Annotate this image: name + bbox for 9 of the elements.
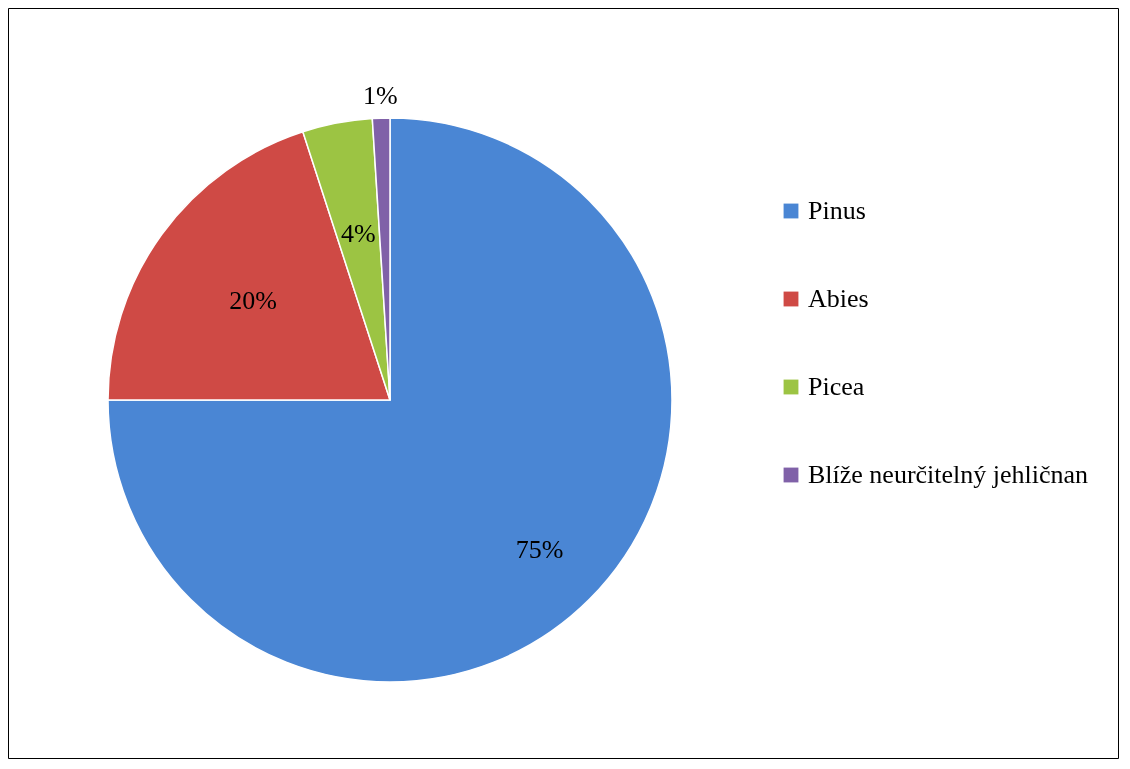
legend-label: Pinus (808, 196, 866, 225)
data-label: 4% (340, 218, 376, 248)
data-label: 20% (229, 285, 277, 315)
legend-label: Blíže neurčitelný jehličnan (808, 460, 1089, 489)
pie-slice (107, 117, 673, 683)
legend-label: Abies (808, 284, 869, 313)
data-label: 75% (515, 534, 564, 564)
legend-label: Picea (808, 372, 865, 401)
data-label: 1% (363, 81, 398, 111)
